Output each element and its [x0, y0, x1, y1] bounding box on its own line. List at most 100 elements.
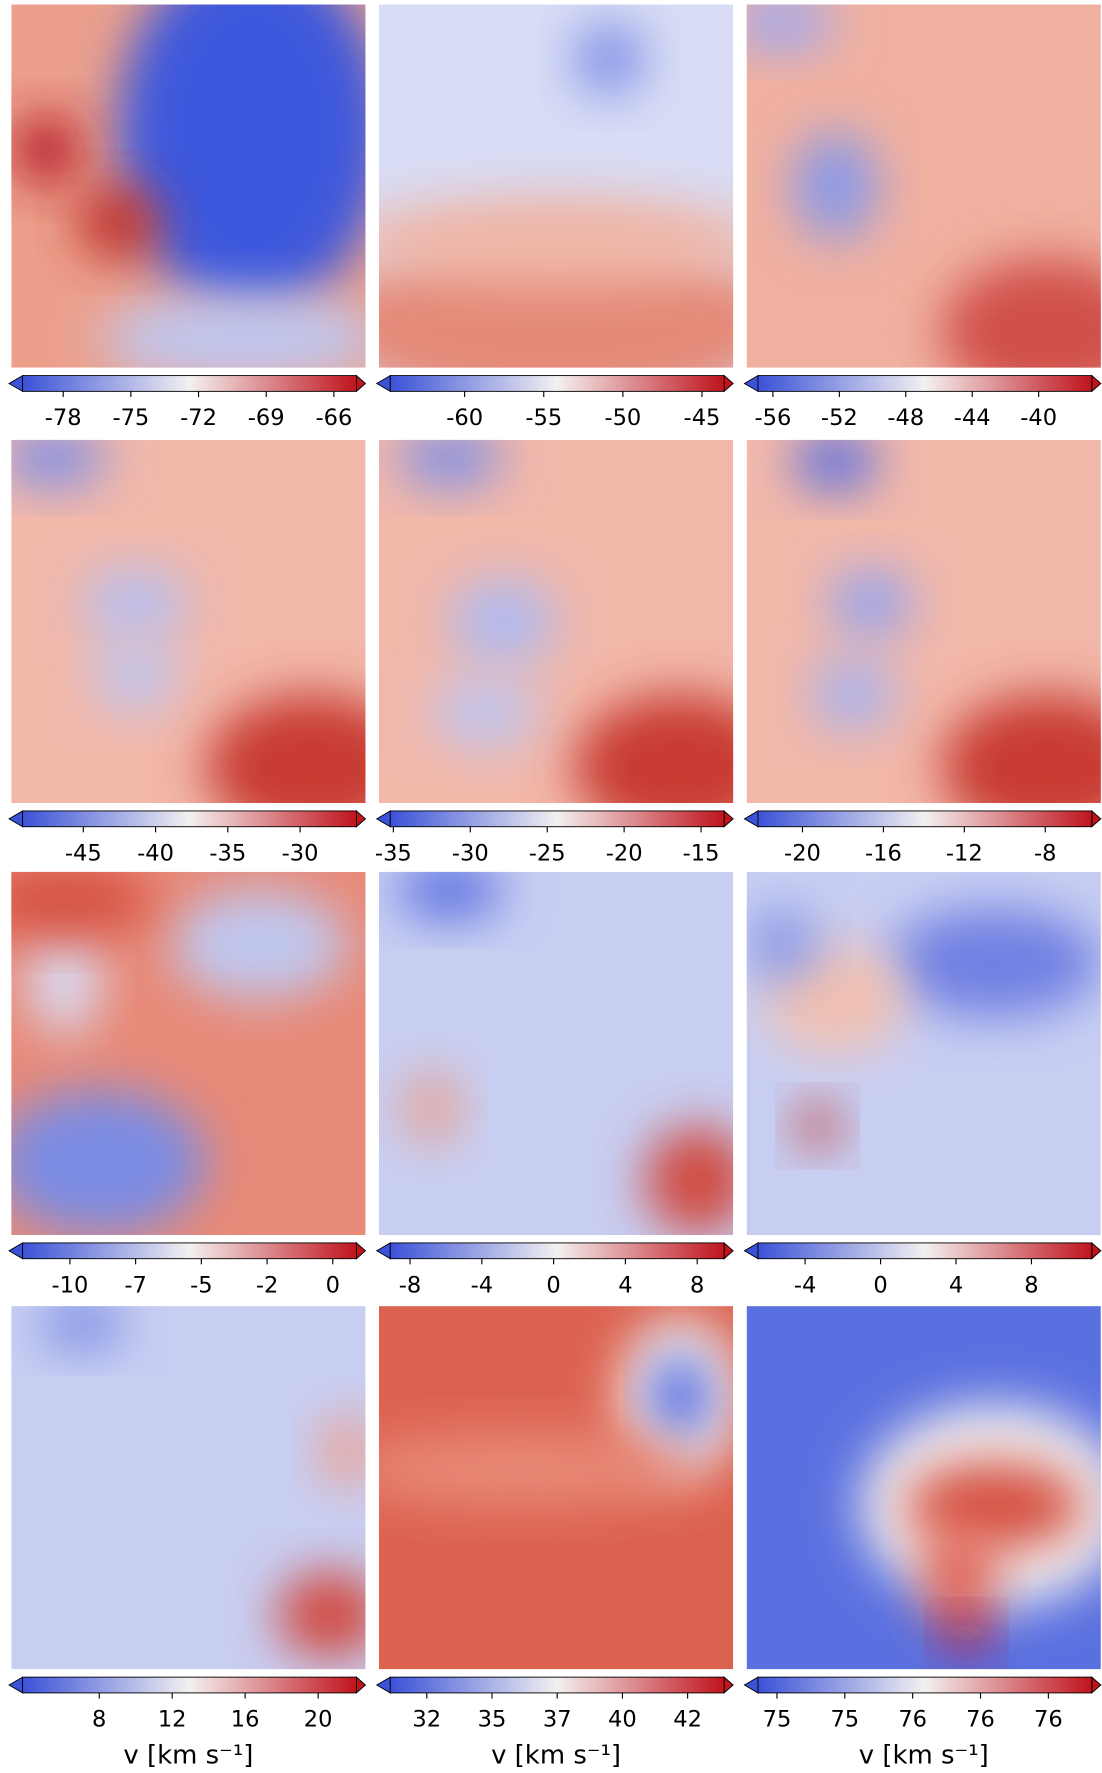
colorbar [389, 375, 725, 392]
colorbar [757, 1676, 1093, 1694]
colorbar-tick-label: -4 [794, 1272, 816, 1298]
heatmap-image [379, 439, 734, 804]
colorbar-extend-low [743, 374, 759, 393]
colorbar-tick-label: -45 [65, 840, 102, 866]
colorbar-tick-label: -40 [1020, 405, 1057, 431]
colorbar [389, 1676, 725, 1694]
heatmap-blob [432, 675, 539, 749]
colorbar-tick-label: -69 [248, 405, 285, 431]
colorbar-tick-label: 37 [543, 1706, 572, 1732]
colorbar-tick-label: 16 [231, 1706, 260, 1732]
colorbar-tick-label: -45 [684, 405, 721, 431]
colorbar-tick-label: -72 [180, 405, 217, 431]
colorbar-tick-label: 32 [412, 1706, 441, 1732]
colorbar-tick-label: -4 [471, 1272, 493, 1298]
colorbar [757, 375, 1093, 392]
colorbar-tick-label: -44 [954, 405, 991, 431]
colorbar-tick-label: 8 [92, 1706, 106, 1732]
colorbar-label: v [km s⁻¹] [123, 1741, 253, 1771]
heatmap-blob [11, 871, 153, 938]
colorbar-tick-label: -60 [446, 405, 483, 431]
colorbar [22, 810, 357, 828]
heatmap-image [746, 439, 1101, 804]
colorbar [757, 810, 1093, 828]
colorbar-extend-high [355, 374, 367, 393]
colorbar-tick-label: -75 [112, 405, 149, 431]
heatmap-image [11, 871, 366, 1236]
heatmap-blob [379, 1433, 698, 1506]
colorbar-tick-label: -52 [821, 405, 858, 431]
heatmap-blob [792, 439, 878, 491]
colorbar-extend-low [8, 374, 24, 393]
heatmap-blob [941, 258, 1101, 368]
colorbar-extend-low [743, 1242, 759, 1260]
colorbar-tick-label: 76 [966, 1706, 995, 1732]
colorbar-tick-label: -40 [137, 840, 174, 866]
colorbar-tick-label: -55 [525, 405, 562, 431]
colorbar-tick-label: 8 [690, 1272, 704, 1298]
heatmap-blob [403, 1071, 461, 1145]
colorbar-extend-high [1091, 1241, 1102, 1260]
heatmap-blob [449, 577, 557, 666]
heatmap-blob [99, 295, 366, 368]
colorbar-extend-high [1091, 1676, 1102, 1694]
colorbar [22, 1242, 357, 1260]
colorbar-tick-label: -15 [683, 840, 720, 866]
colorbar-label: v [km s⁻¹] [859, 1741, 989, 1771]
colorbar-tick-label: -2 [256, 1272, 278, 1298]
colorbar-tick-label: -16 [865, 840, 902, 866]
heatmap-blob [319, 1415, 366, 1488]
colorbar-extend-high [1091, 374, 1102, 393]
heatmap-image [746, 871, 1101, 1236]
colorbar-extend-high [723, 1676, 734, 1694]
colorbar-tick-label: 20 [304, 1706, 333, 1732]
heatmap-blob [396, 439, 503, 488]
heatmap-blob [573, 22, 645, 96]
heatmap-image [11, 1306, 366, 1670]
heatmap-image [379, 871, 734, 1236]
colorbar [22, 375, 357, 392]
colorbar-tick-label: -10 [51, 1272, 88, 1298]
heatmap-blob [810, 657, 896, 731]
colorbar-tick-label: -48 [887, 405, 924, 431]
colorbar-tick-label: -66 [315, 405, 352, 431]
heatmap-blob [29, 926, 100, 1036]
heatmap-image [746, 4, 1101, 368]
colorbar-extend-low [8, 1242, 24, 1260]
colorbar-tick-label: -5 [190, 1272, 212, 1298]
colorbar-extend-high [723, 1241, 734, 1260]
colorbar-tick-label: 76 [898, 1706, 927, 1732]
heatmap-blob [92, 639, 178, 713]
heatmap-blob [792, 131, 878, 241]
colorbar-tick-label: -35 [375, 840, 412, 866]
colorbar-tick-label: 4 [618, 1272, 632, 1298]
colorbar [389, 810, 725, 828]
heatmap-image [11, 439, 366, 804]
heatmap-blob [888, 908, 1101, 1018]
colorbar-extend-high [723, 374, 734, 393]
heatmap-blob [379, 197, 734, 285]
colorbar [757, 1242, 1093, 1260]
heatmap-blob [651, 1353, 709, 1441]
heatmap-blob [923, 1523, 995, 1633]
heatmap-blob [573, 694, 734, 804]
colorbar-extend-high [1091, 809, 1102, 828]
heatmap-image [11, 4, 366, 368]
colorbar-tick-label: -20 [606, 840, 643, 866]
heatmap-blob [796, 1104, 839, 1148]
colorbar-tick-label: -12 [946, 840, 983, 866]
colorbar-extend-low [743, 1676, 759, 1694]
heatmap-blob [941, 694, 1101, 804]
heatmap-blob [945, 1614, 988, 1652]
colorbar-tick-label: 12 [158, 1706, 187, 1732]
colorbar-extend-low [8, 1676, 24, 1694]
heatmap-blob [11, 1089, 207, 1235]
colorbar-tick-label: -78 [45, 405, 82, 431]
colorbar-extend-low [375, 1242, 391, 1260]
colorbar-tick-label: 76 [1034, 1706, 1063, 1732]
heatmap-image [379, 4, 734, 368]
heatmap-blob [75, 186, 161, 259]
colorbar-extend-low [743, 810, 759, 828]
colorbar-label: v [km s⁻¹] [491, 1741, 621, 1771]
heatmap-blob [206, 694, 366, 804]
